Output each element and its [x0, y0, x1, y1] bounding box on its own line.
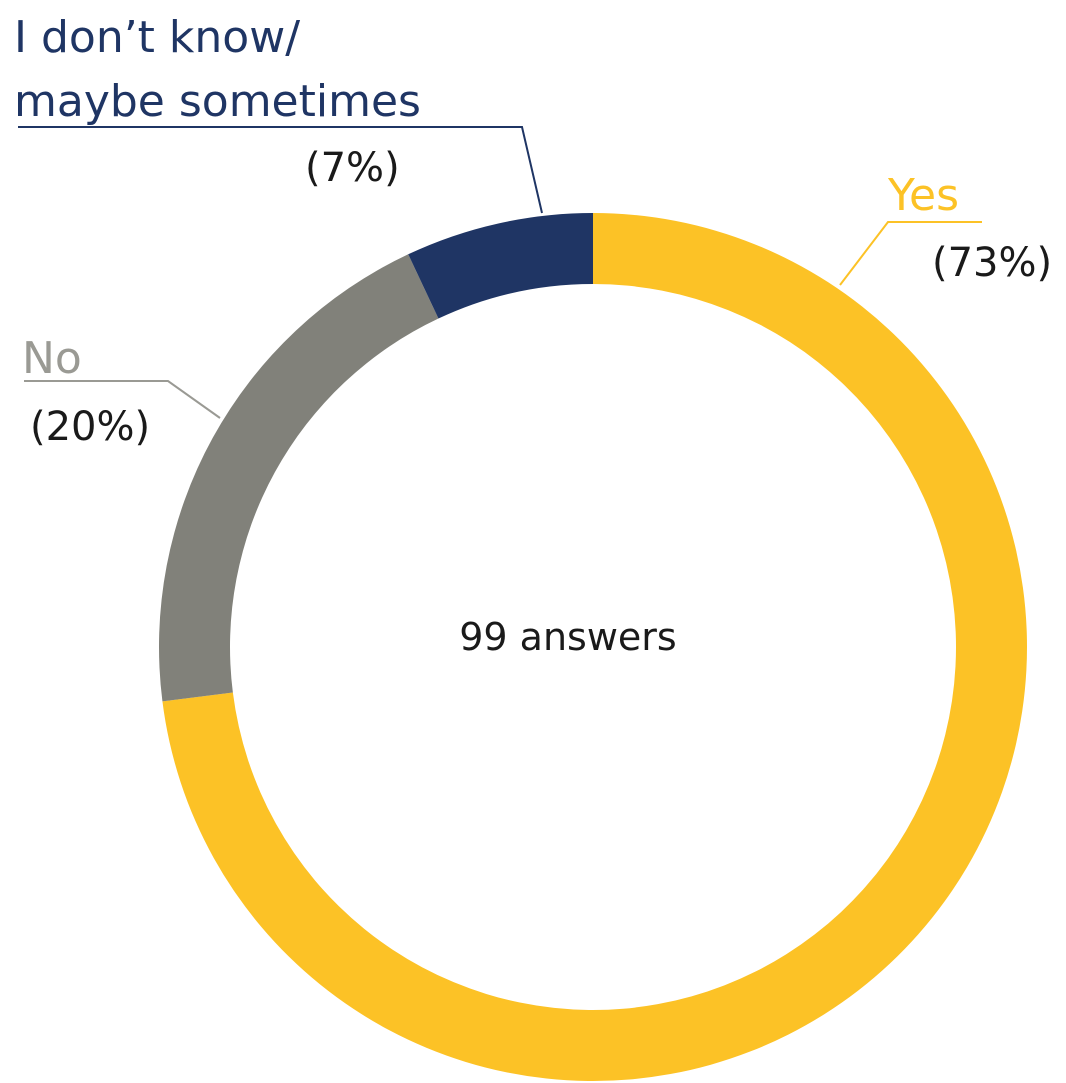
label-no: No: [22, 333, 82, 384]
label-idk-line2: maybe sometimes: [14, 76, 421, 127]
center-answers-count: 99 answers: [459, 615, 676, 659]
leader-line-no: [24, 380, 221, 419]
slice-no: [159, 254, 439, 702]
value-label-yes: (73%): [932, 240, 1052, 286]
label-yes: Yes: [887, 170, 959, 221]
value-label-no: (20%): [30, 404, 150, 450]
leader-line-idk: [18, 126, 543, 214]
value-label-idk: (7%): [305, 145, 400, 191]
label-idk-line1: I don’t know/: [14, 12, 300, 63]
leader-line-yes: [839, 221, 982, 286]
slice-idk: [408, 213, 593, 319]
donut-slices: [159, 213, 1028, 1081]
